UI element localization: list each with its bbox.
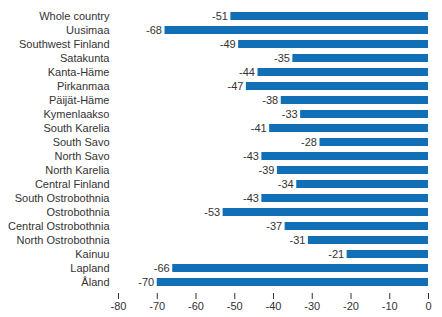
svg-text:Uusimaa: Uusimaa <box>66 24 110 36</box>
svg-text:-80: -80 <box>111 300 127 312</box>
svg-text:-20: -20 <box>343 300 359 312</box>
svg-text:-66: -66 <box>154 262 170 274</box>
svg-text:Whole country: Whole country <box>39 10 110 22</box>
svg-text:South Karelia: South Karelia <box>43 122 110 134</box>
svg-text:-70: -70 <box>149 300 165 312</box>
svg-text:Satakunta: Satakunta <box>60 52 110 64</box>
svg-text:-21: -21 <box>328 248 344 260</box>
svg-text:South Savo: South Savo <box>53 136 110 148</box>
svg-text:Kymenlaakso: Kymenlaakso <box>43 108 109 120</box>
svg-text:Pirkanmaa: Pirkanmaa <box>57 80 110 92</box>
svg-text:-33: -33 <box>282 108 298 120</box>
svg-text:-39: -39 <box>258 164 274 176</box>
svg-text:-34: -34 <box>278 178 294 190</box>
svg-text:-37: -37 <box>266 220 282 232</box>
svg-text:-38: -38 <box>262 94 278 106</box>
svg-text:North Karelia: North Karelia <box>45 164 110 176</box>
svg-text:-47: -47 <box>227 80 243 92</box>
svg-text:-40: -40 <box>266 300 282 312</box>
svg-text:-35: -35 <box>274 52 290 64</box>
svg-text:Päijät-Häme: Päijät-Häme <box>49 94 110 106</box>
svg-text:Åland: Åland <box>81 276 109 288</box>
svg-text:-53: -53 <box>204 206 220 218</box>
svg-text:-49: -49 <box>220 38 236 50</box>
svg-text:-68: -68 <box>146 24 162 36</box>
svg-text:-30: -30 <box>304 300 320 312</box>
svg-text:-43: -43 <box>243 150 259 162</box>
svg-text:-10: -10 <box>382 300 398 312</box>
svg-text:-43: -43 <box>243 192 259 204</box>
svg-text:-44: -44 <box>239 66 255 78</box>
svg-text:South Ostrobothnia: South Ostrobothnia <box>15 192 111 204</box>
svg-text:Central Finland: Central Finland <box>35 178 110 190</box>
svg-text:-31: -31 <box>289 234 305 246</box>
svg-text:Kainuu: Kainuu <box>75 248 109 260</box>
svg-text:Ostrobothnia: Ostrobothnia <box>47 206 111 218</box>
svg-text:Kanta-Häme: Kanta-Häme <box>48 66 110 78</box>
svg-text:0: 0 <box>425 300 431 312</box>
svg-text:-60: -60 <box>188 300 204 312</box>
svg-text:-41: -41 <box>251 122 267 134</box>
svg-text:-70: -70 <box>138 276 154 288</box>
svg-text:-50: -50 <box>227 300 243 312</box>
svg-text:Central Ostrobothnia: Central Ostrobothnia <box>8 220 110 232</box>
svg-text:Southwest Finland: Southwest Finland <box>19 38 110 50</box>
svg-text:-28: -28 <box>301 136 317 148</box>
svg-text:Lapland: Lapland <box>70 262 109 274</box>
svg-text:North Savo: North Savo <box>54 150 109 162</box>
svg-text:North Ostrobothnia: North Ostrobothnia <box>17 234 111 246</box>
svg-text:-51: -51 <box>212 10 228 22</box>
